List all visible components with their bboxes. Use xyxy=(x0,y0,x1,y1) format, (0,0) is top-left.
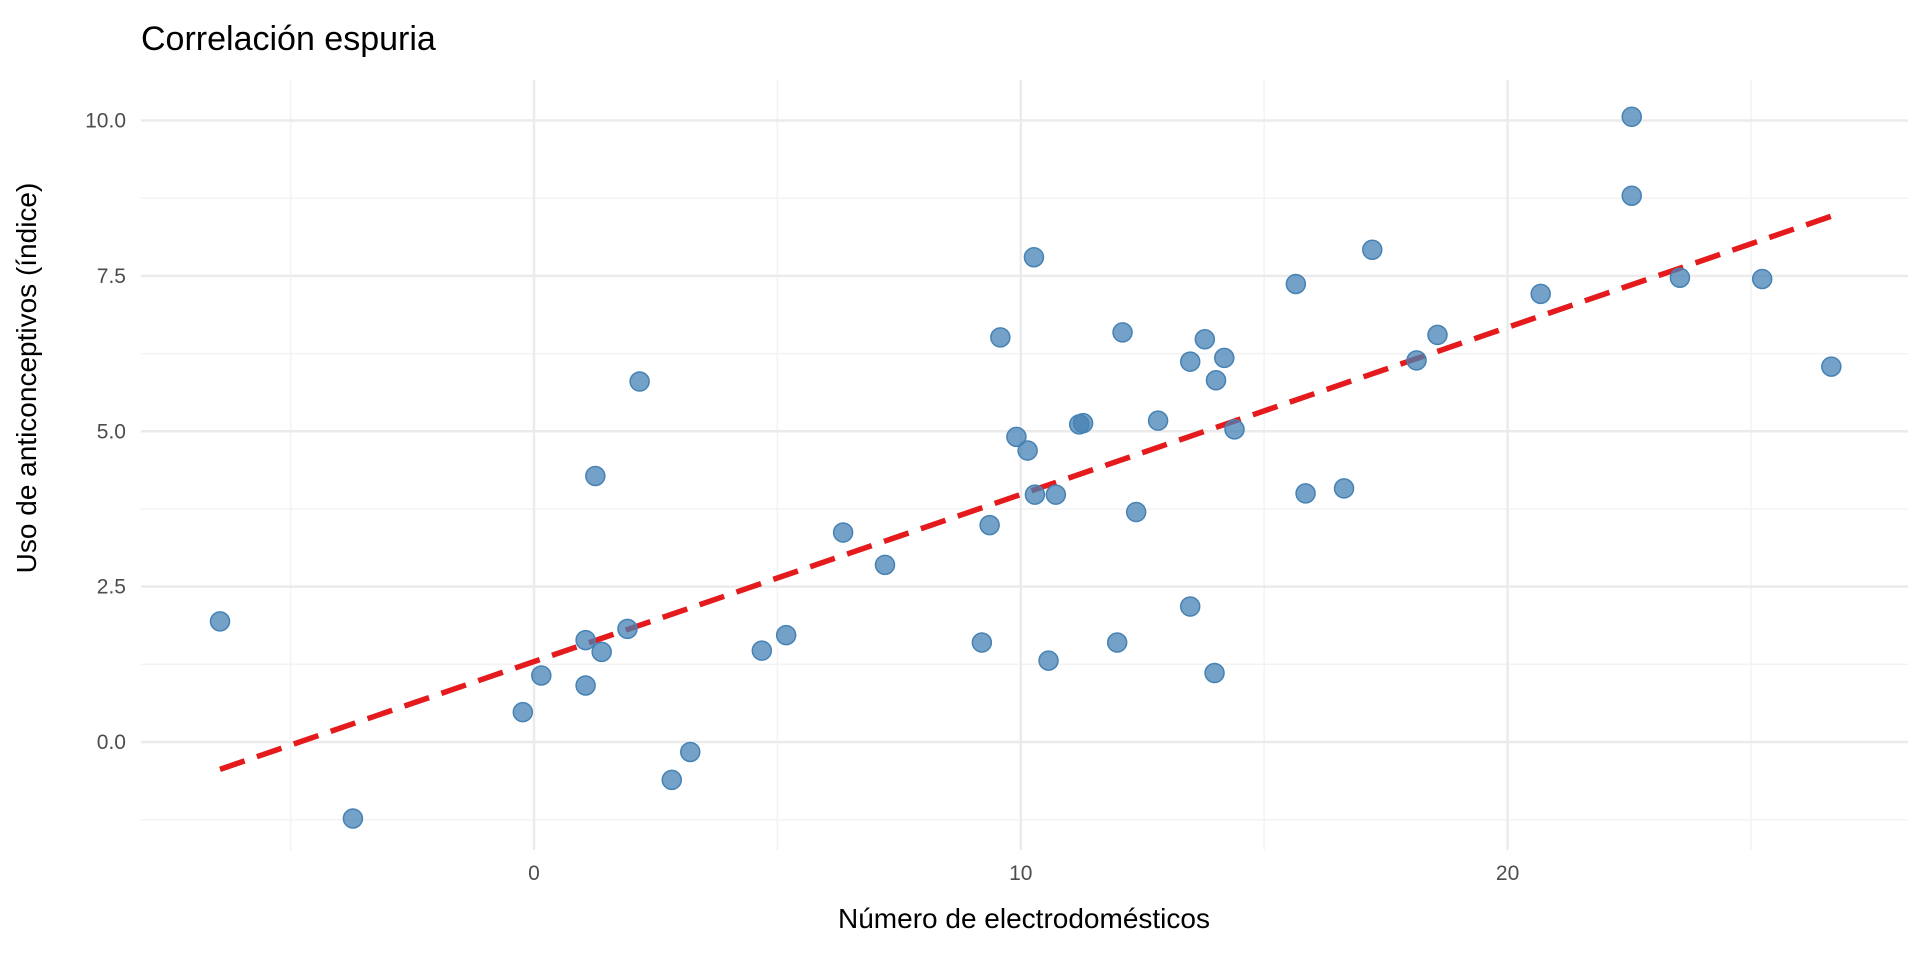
data-point xyxy=(1224,419,1245,440)
x-tick-label: 10 xyxy=(1009,862,1032,885)
data-point xyxy=(1112,322,1133,343)
data-point xyxy=(1621,106,1642,128)
data-points xyxy=(209,106,1842,829)
data-point xyxy=(661,769,683,791)
data-point xyxy=(1427,324,1448,346)
data-point xyxy=(1125,501,1147,523)
x-tick-label: 0 xyxy=(528,862,540,885)
data-point xyxy=(617,618,638,640)
data-point xyxy=(342,808,364,829)
data-point xyxy=(1023,246,1045,268)
x-tick-label: 20 xyxy=(1496,862,1519,885)
data-point xyxy=(832,522,854,543)
data-point xyxy=(1751,268,1773,290)
data-point xyxy=(751,640,773,661)
data-point xyxy=(1205,370,1227,391)
data-point xyxy=(1669,267,1691,288)
y-tick-label: 5.0 xyxy=(97,420,126,443)
data-point xyxy=(1214,347,1235,369)
data-point xyxy=(209,611,231,632)
x-axis-label: Número de electrodomésticos xyxy=(838,903,1210,934)
data-point xyxy=(979,514,1000,536)
data-point xyxy=(1017,440,1038,461)
data-point xyxy=(874,554,896,576)
grid xyxy=(141,80,1908,850)
trend-line xyxy=(219,213,1833,772)
data-point xyxy=(990,327,1011,348)
data-point xyxy=(629,371,650,392)
data-point xyxy=(1038,650,1059,671)
data-point xyxy=(680,741,701,763)
data-point xyxy=(575,629,596,651)
data-point xyxy=(1106,632,1128,653)
y-tick-label: 2.5 xyxy=(97,576,126,599)
data-point xyxy=(1147,410,1169,431)
data-point xyxy=(775,624,797,646)
data-point xyxy=(1621,185,1642,206)
data-point xyxy=(1045,484,1067,505)
data-point xyxy=(1194,329,1216,350)
data-point xyxy=(1204,662,1225,684)
data-point xyxy=(971,632,993,653)
data-point xyxy=(1285,273,1307,295)
data-point xyxy=(1530,283,1551,305)
data-point xyxy=(531,665,552,686)
data-point xyxy=(1821,356,1842,377)
data-point xyxy=(1362,239,1383,261)
y-tick-label: 7.5 xyxy=(97,265,126,288)
data-point xyxy=(591,641,612,663)
chart-title: Correlación espuria xyxy=(141,20,436,58)
tick-labels: 0 10 20 0.0 2.5 5.0 7.5 10.0 xyxy=(85,110,1519,886)
data-point xyxy=(1333,478,1355,499)
data-point xyxy=(1024,484,1046,505)
data-point xyxy=(1295,483,1316,504)
data-point xyxy=(585,465,606,487)
data-point xyxy=(1179,596,1201,617)
data-point xyxy=(512,701,534,723)
data-point xyxy=(1006,426,1027,448)
data-point xyxy=(1406,350,1427,371)
data-point xyxy=(1072,412,1094,434)
data-point xyxy=(1179,351,1201,372)
y-tick-label: 0.0 xyxy=(97,731,126,754)
data-point xyxy=(575,675,596,696)
y-tick-label: 10.0 xyxy=(85,110,126,133)
y-axis-label: Uso de anticonceptivos (índice) xyxy=(11,183,42,574)
